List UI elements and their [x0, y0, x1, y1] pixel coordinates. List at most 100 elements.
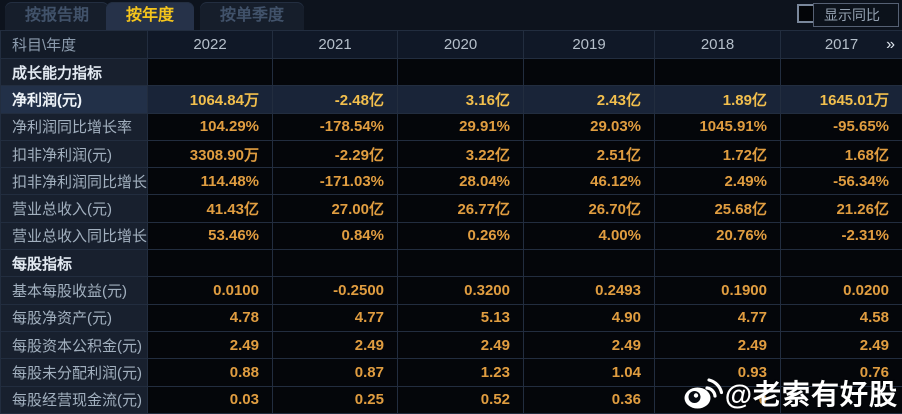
value-cell: 104.29%	[147, 112, 273, 141]
watermark: @老索有好股	[683, 373, 898, 413]
value-cell: 2.43亿	[523, 85, 655, 114]
value-cell: 0.88	[147, 358, 273, 387]
value-cell: 0.93	[654, 358, 781, 387]
watermark-text: @老索有好股	[724, 379, 898, 410]
tab-by-quarter[interactable]: 按单季度	[200, 2, 305, 30]
value-cell	[147, 57, 273, 87]
value-cell: 4.77	[272, 303, 398, 332]
value-cell: 26.77亿	[397, 194, 524, 223]
value-cell: -56.34%	[780, 167, 902, 196]
value-cell: 21.26亿	[780, 194, 902, 223]
tab-by-year[interactable]: 按年度	[106, 2, 195, 30]
table-row: 营业总收入同比增长率 53.46% 0.84% 0.26% 4.00% 20.76% -2.…	[0, 221, 902, 251]
value-cell: 0	[654, 385, 781, 414]
value-cell: -0.2500	[272, 276, 398, 305]
value-cell: 29.03%	[523, 112, 655, 141]
table-row: 每股经营现金流(元) 0.03 0.25 0.52 0.36 0	[0, 385, 902, 414]
table-row: 扣非净利润同比增长率 114.48% -171.03% 28.04% 46.12% 2.4…	[0, 167, 902, 196]
row-label: 净利润同比增长率	[0, 112, 148, 141]
row-label: 净利润(元)	[0, 85, 148, 114]
row-label: 每股净资产(元)	[0, 303, 148, 332]
value-cell: -2.48亿	[272, 85, 398, 114]
value-cell: 2.49%	[654, 167, 781, 196]
show-yoy-label[interactable]: 显示同比	[813, 3, 899, 27]
row-label: 每股资本公积金(元)	[0, 330, 148, 360]
value-cell: 2.49	[780, 330, 902, 360]
value-cell: 0.76	[780, 358, 902, 387]
value-cell: 26.70亿	[523, 194, 655, 223]
value-cell: 1.72亿	[654, 139, 781, 169]
row-label: 每股经营现金流(元)	[0, 385, 148, 414]
value-cell: 3.22亿	[397, 139, 524, 169]
value-cell: 4.90	[523, 303, 655, 332]
value-cell	[654, 57, 781, 87]
value-cell: 1.23	[397, 358, 524, 387]
section-row: 每股指标	[0, 249, 902, 278]
value-cell	[272, 57, 398, 87]
value-cell: 0.87	[272, 358, 398, 387]
table-row: 营业总收入(元) 41.43亿 27.00亿 26.77亿 26.70亿 25.68亿 21…	[0, 194, 902, 223]
value-cell: 4.00%	[523, 221, 655, 251]
value-cell: 5.13	[397, 303, 524, 332]
value-cell: 25.68亿	[654, 194, 781, 223]
value-cell: 1.68亿	[780, 139, 902, 169]
value-cell	[397, 57, 524, 87]
value-cell: 4.77	[654, 303, 781, 332]
year-column-header-2020: 2020	[397, 30, 524, 59]
row-label: 营业总收入(元)	[0, 194, 148, 223]
value-cell: 0.0200	[780, 276, 902, 305]
value-cell: 3.16亿	[397, 85, 524, 114]
value-cell	[780, 57, 902, 87]
year-column-header-2018: 2018	[654, 30, 781, 59]
row-label: 每股未分配利润(元)	[0, 358, 148, 387]
value-cell: 0.36	[523, 385, 655, 414]
table-row: 每股资本公积金(元) 2.49 2.49 2.49 2.49 2.49 2.49	[0, 330, 902, 360]
value-cell: 114.48%	[147, 167, 273, 196]
table-row: 每股未分配利润(元) 0.88 0.87 1.23 1.04 0.93 0.76	[0, 358, 902, 387]
value-cell: 2.49	[147, 330, 273, 360]
value-cell: 0.2493	[523, 276, 655, 305]
row-label: 扣非净利润同比增长率	[0, 167, 148, 196]
tab-bar: 按报告期 按年度 按单季度 显示同比	[0, 0, 902, 30]
value-cell: -2.31%	[780, 221, 902, 251]
value-cell: 20.76%	[654, 221, 781, 251]
value-cell: 46.12%	[523, 167, 655, 196]
value-cell	[780, 249, 902, 278]
table-row: 扣非净利润(元) 3308.90万 -2.29亿 3.22亿 2.51亿 1.72亿 1.6…	[0, 139, 902, 169]
value-cell: 2.49	[397, 330, 524, 360]
value-cell	[397, 249, 524, 278]
table-row: 每股净资产(元) 4.78 4.77 5.13 4.90 4.77 4.58	[0, 303, 902, 332]
tab-by-report-period[interactable]: 按报告期	[5, 2, 110, 30]
value-cell	[523, 57, 655, 87]
row-label: 扣非净利润(元)	[0, 139, 148, 169]
year-column-header-2019: 2019	[523, 30, 655, 59]
row-label: 营业总收入同比增长率	[0, 221, 148, 251]
value-cell	[147, 249, 273, 278]
value-cell: -2.29亿	[272, 139, 398, 169]
section-row: 成长能力指标	[0, 57, 902, 87]
value-cell: -95.65%	[780, 112, 902, 141]
value-cell	[780, 385, 902, 414]
more-years-icon[interactable]: »	[886, 35, 895, 53]
value-cell: 0.25	[272, 385, 398, 414]
value-cell: 2.49	[272, 330, 398, 360]
value-cell: 41.43亿	[147, 194, 273, 223]
value-cell: 1.89亿	[654, 85, 781, 114]
value-cell: 2.51亿	[523, 139, 655, 169]
weibo-icon	[684, 378, 723, 409]
value-cell: 1045.91%	[654, 112, 781, 141]
value-cell: 29.91%	[397, 112, 524, 141]
table-row: 净利润同比增长率 104.29% -178.54% 29.91% 29.03% 1045.…	[0, 112, 902, 141]
table-row: 基本每股收益(元) 0.0100 -0.2500 0.3200 0.2493 0.1900…	[0, 276, 902, 305]
value-cell: 0.26%	[397, 221, 524, 251]
value-cell: 0.0100	[147, 276, 273, 305]
value-cell: 28.04%	[397, 167, 524, 196]
value-cell: -178.54%	[272, 112, 398, 141]
row-label: 每股指标	[0, 249, 148, 278]
value-cell: 4.58	[780, 303, 902, 332]
value-cell: 0.1900	[654, 276, 781, 305]
value-cell: 1.04	[523, 358, 655, 387]
value-cell: 0.84%	[272, 221, 398, 251]
row-label: 基本每股收益(元)	[0, 276, 148, 305]
